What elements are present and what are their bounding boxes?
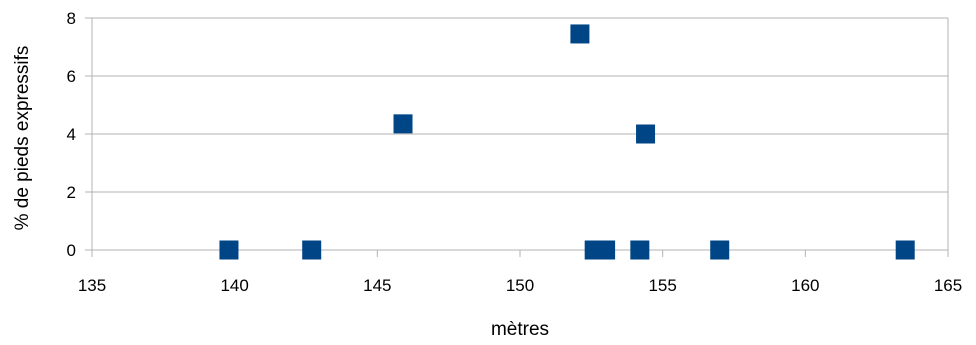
y-tick-label: 4 (67, 125, 76, 144)
x-tick-label: 135 (78, 276, 106, 295)
x-tick-label: 145 (363, 276, 391, 295)
y-tick-label: 0 (67, 241, 76, 260)
tick-labels: 0 2 4 6 8 135 140 145 150 155 160 165 (67, 9, 963, 295)
y-tick-label: 2 (67, 183, 76, 202)
x-tick-label: 165 (934, 276, 962, 295)
x-axis-title: mètres (491, 319, 549, 340)
data-point (219, 240, 239, 260)
x-tick-label: 160 (791, 276, 819, 295)
y-tick-label: 8 (67, 9, 76, 28)
data-point (393, 114, 413, 134)
x-tick-label: 150 (506, 276, 534, 295)
data-point (596, 240, 616, 260)
y-axis-title: % de pieds expressifs (12, 46, 33, 231)
data-points (219, 24, 915, 260)
axes (85, 17, 949, 257)
x-tick-label: 140 (220, 276, 248, 295)
data-point (302, 240, 322, 260)
data-point (636, 124, 656, 144)
grid-lines (92, 17, 948, 251)
data-point (895, 240, 915, 260)
data-point (570, 24, 590, 44)
y-tick-label: 6 (67, 67, 76, 86)
data-point (710, 240, 730, 260)
data-point (630, 240, 650, 260)
x-tick-label: 155 (648, 276, 676, 295)
